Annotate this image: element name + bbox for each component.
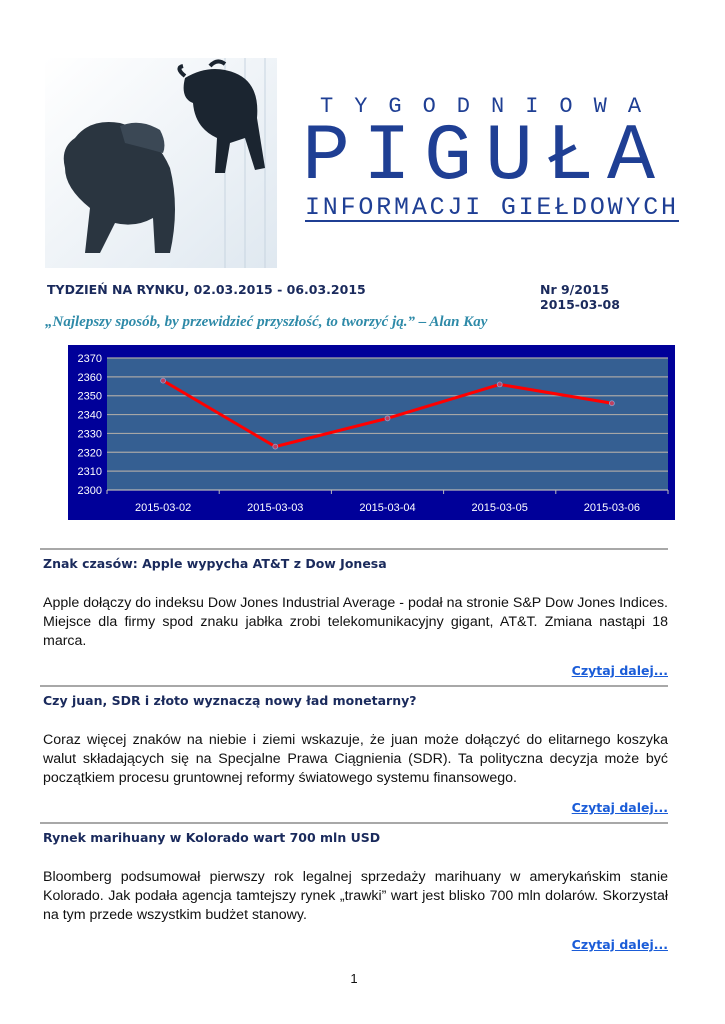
- divider: [40, 685, 668, 687]
- article-title: Czy juan, SDR i złoto wyznaczą nowy ład …: [43, 693, 417, 708]
- divider: [40, 548, 668, 550]
- data-point: [496, 381, 503, 388]
- x-tick-label: 2015-03-02: [135, 502, 191, 514]
- chart-svg: 2300 2310 2320 2330 2340 2350 2360 2370 2015-03-…: [78, 353, 669, 514]
- data-point: [160, 377, 166, 384]
- divider: [40, 822, 668, 824]
- read-more-link[interactable]: Czytaj dalej...: [571, 937, 668, 952]
- chart: 2300 2310 2320 2330 2340 2350 2360 2370 2015-03-…: [68, 345, 675, 520]
- article-body: Apple dołączy do indeksu Dow Jones Indus…: [43, 595, 668, 649]
- y-tick-label: 2320: [78, 447, 102, 459]
- article-body: Coraz więcej znaków na niebie i ziemi ws…: [43, 732, 668, 786]
- x-tick-label: 2015-03-05: [472, 502, 528, 514]
- x-tick-label: 2015-03-04: [359, 502, 415, 514]
- issue-date: 2015-03-08: [540, 297, 620, 312]
- y-tick-label: 2300: [78, 485, 102, 497]
- y-tick-label: 2310: [78, 466, 102, 478]
- masthead-subtitle: INFORMACJI GIEŁDOWYCH: [305, 193, 679, 222]
- y-tick-label: 2370: [78, 353, 102, 365]
- data-point: [384, 415, 391, 422]
- y-tick-label: 2360: [78, 372, 102, 384]
- quote: „Najlepszy sposób, by przewidzieć przysz…: [45, 314, 488, 330]
- week-range: TYDZIEŃ NA RYNKU, 02.03.2015 - 06.03.201…: [47, 282, 366, 297]
- articles: Znak czasów: Apple wypycha AT&T z Dow Jo…: [40, 548, 668, 1007]
- y-tick-label: 2350: [78, 391, 102, 403]
- issue-number: Nr 9/2015: [540, 282, 610, 297]
- article-title: Rynek marihuany w Kolorado wart 700 mln …: [43, 830, 381, 845]
- article-title: Znak czasów: Apple wypycha AT&T z Dow Jo…: [43, 556, 387, 571]
- masthead-title: PIGUŁA: [302, 112, 669, 203]
- article-body: Bloomberg podsumował pierwszy rok legaln…: [43, 869, 668, 923]
- data-point: [609, 400, 615, 407]
- y-tick-label: 2330: [78, 428, 102, 440]
- plot-area: [107, 358, 668, 490]
- y-tick-label: 2340: [78, 410, 102, 422]
- read-more-link[interactable]: Czytaj dalej...: [571, 663, 668, 678]
- x-tick-label: 2015-03-06: [584, 502, 640, 514]
- data-point: [272, 443, 279, 450]
- x-tick-label: 2015-03-03: [247, 502, 303, 514]
- masthead-line1: TYGODNIOWA: [320, 94, 663, 119]
- page-number: 1: [350, 971, 358, 986]
- read-more-link[interactable]: Czytaj dalej...: [571, 800, 668, 815]
- bull-bear-logo-image: [45, 58, 277, 268]
